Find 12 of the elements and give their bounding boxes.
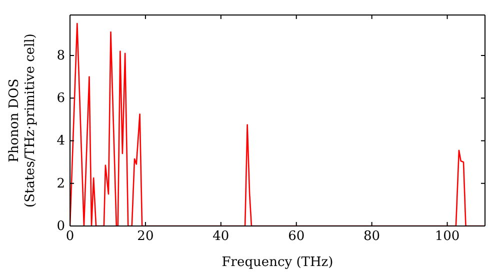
y-axis-title: Phonon DOS (States/THz·primitive cell) [7,33,38,208]
x-tick-label: 100 [434,229,460,244]
y-tick-label: 2 [56,176,65,192]
y-tick-label: 8 [56,48,65,64]
y-tick-label: 4 [56,134,65,149]
x-tick-label: 20 [137,229,154,244]
y-tick-label: 0 [56,219,65,234]
y-tick-label: 6 [56,91,65,106]
x-tick-label: 80 [364,229,380,244]
x-tick-label: 60 [288,229,305,244]
x-axis-title: Frequency (THz) [222,255,334,270]
x-tick-label: 40 [212,229,230,244]
